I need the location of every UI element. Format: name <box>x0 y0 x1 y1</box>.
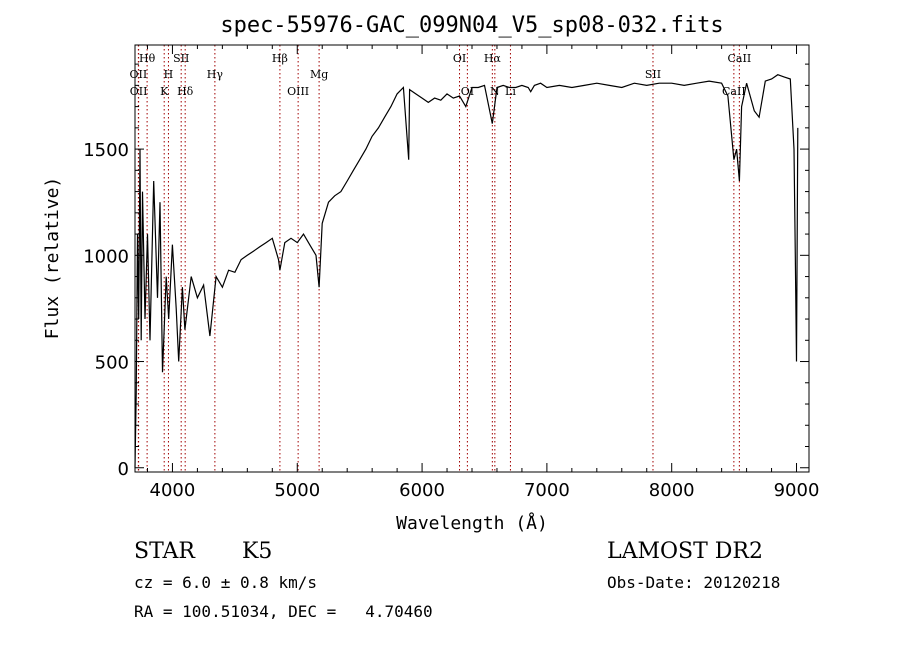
spectral-line-label: Hγ <box>207 68 224 81</box>
x-tick-label: 7000 <box>524 480 570 501</box>
y-tick-label: 1500 <box>83 140 129 161</box>
spectral-line-label: OII <box>130 85 148 98</box>
plot-frame <box>134 44 810 473</box>
y-tick-label: 500 <box>95 353 129 374</box>
spectral-line-label: H <box>164 68 174 81</box>
spectral-line-label: Hα <box>484 52 502 65</box>
y-axis-label: Flux (relative) <box>42 177 63 340</box>
redshift-velocity: cz = 6.0 ± 0.8 km/s <box>134 573 318 592</box>
chart-title: spec-55976-GAC_099N04_V5_sp08-032.fits <box>220 13 723 38</box>
observation-date: Obs-Date: 20120218 <box>607 573 781 592</box>
spectral-line-label: Li <box>505 85 516 98</box>
spectral-line-label: Hδ <box>177 85 194 98</box>
object-subclass: K5 <box>242 539 273 564</box>
x-tick-label: 5000 <box>274 480 320 501</box>
spectral-line-label: OI <box>461 85 474 98</box>
spectrum-line <box>134 74 799 468</box>
x-tick-label: 4000 <box>150 480 196 501</box>
spectral-line-label: N <box>490 85 500 98</box>
spectral-line-label: OI <box>453 52 466 65</box>
survey-name: LAMOST DR2 <box>607 539 763 564</box>
x-tick-label: 9000 <box>774 480 820 501</box>
spectrum-series <box>134 74 799 468</box>
x-axis-label: Wavelength (Å) <box>396 512 548 534</box>
spectral-line-label: Mg <box>310 68 328 81</box>
y-tick-label: 0 <box>118 459 129 480</box>
spectral-line-label: SII <box>645 68 661 81</box>
y-tick-label: 1000 <box>83 246 129 267</box>
spectral-line-label: SII <box>173 52 189 65</box>
spectral-line-label: OIII <box>287 85 309 98</box>
object-class: STAR <box>134 539 195 564</box>
spectral-line-label: Hβ <box>272 52 288 65</box>
coordinates: RA = 100.51034, DEC = 4.70460 <box>134 602 433 621</box>
x-tick-label: 6000 <box>399 480 445 501</box>
spectral-line-label: CaII <box>728 52 752 65</box>
spectral-line-label: K <box>160 85 169 98</box>
axis-ticks: 4000 5000 6000 7000 8000 9000 0 500 1000 1500 <box>83 45 819 501</box>
x-tick-label: 8000 <box>649 480 695 501</box>
spectral-line-label: Hθ <box>139 52 156 65</box>
